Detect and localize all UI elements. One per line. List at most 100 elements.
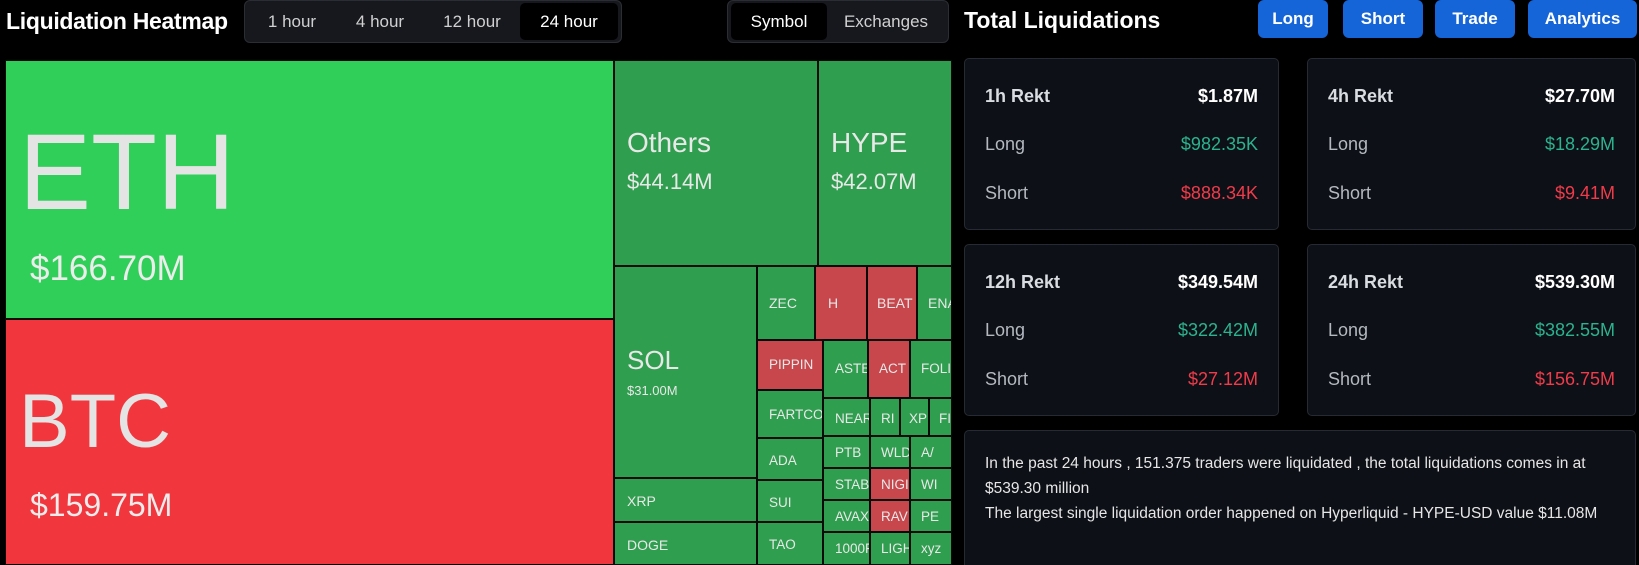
short-value: $156.75M	[1534, 369, 1615, 389]
tile-doge[interactable]: DOGE	[614, 522, 757, 565]
tab-symbol[interactable]: Symbol	[731, 3, 827, 40]
tile-sol-symbol: SOL	[627, 345, 680, 375]
card-total: $1.87M	[1197, 86, 1258, 106]
tile-sol[interactable]: SOL $31.00M	[614, 266, 757, 478]
long-label: Long	[985, 134, 1026, 154]
tile-sol-value: $31.00M	[627, 383, 678, 398]
tile-ligh[interactable]: LIGH	[870, 532, 910, 565]
tile-rave-symbol: RAVI	[881, 509, 910, 524]
tile-aa-symbol: A/	[921, 445, 934, 460]
tile-others[interactable]: Others $44.14M	[614, 60, 818, 266]
tile-ada[interactable]: ADA	[757, 438, 823, 480]
tile-xp[interactable]: XP	[900, 398, 929, 436]
trade-button[interactable]: Trade	[1435, 0, 1515, 38]
tile-h[interactable]: H	[815, 266, 867, 340]
tile-eth[interactable]: ETH $166.70M	[5, 60, 614, 319]
tile-tao[interactable]: TAO	[757, 522, 823, 565]
tile-h-symbol: H	[828, 295, 839, 311]
tile-ptb[interactable]: PTB	[823, 436, 870, 468]
short-button[interactable]: Short	[1343, 0, 1423, 38]
short-label: Short	[1328, 369, 1372, 389]
tile-wld[interactable]: WLD	[870, 436, 910, 468]
card-24h-rekt: 24h Rekt $539.30M Long $382.55M Short $1…	[1307, 244, 1636, 416]
tile-ena[interactable]: ENA	[917, 266, 952, 340]
long-value: $982.35K	[1180, 134, 1258, 154]
tile-near[interactable]: NEAR	[823, 398, 870, 436]
tile-pe[interactable]: PE	[910, 500, 952, 532]
tile-foli-symbol: FOLI	[921, 361, 952, 376]
tile-nigh[interactable]: NIGI	[870, 468, 910, 500]
tile-fartco[interactable]: FARTCO	[757, 390, 823, 438]
tile-aa[interactable]: A/	[910, 436, 952, 468]
tile-stab[interactable]: STAB	[823, 468, 870, 500]
card-12h-rekt: 12h Rekt $349.54M Long $322.42M Short $2…	[964, 244, 1279, 416]
long-button[interactable]: Long	[1258, 0, 1328, 38]
summary-card: In the past 24 hours , 151.375 traders w…	[964, 430, 1636, 565]
card-total: $27.70M	[1544, 86, 1615, 106]
long-label: Long	[1328, 320, 1369, 340]
tile-hype-value: $42.07M	[831, 169, 917, 194]
tile-doge-symbol: DOGE	[627, 537, 669, 553]
summary-text: In the past 24 hours , 151.375 traders w…	[985, 451, 1615, 526]
card-4h-rekt: 4h Rekt $27.70M Long $18.29M Short $9.41…	[1307, 58, 1636, 230]
total-liquidations-panel: Total Liquidations Long Short Trade Anal…	[952, 0, 1639, 565]
tile-btc[interactable]: BTC $159.75M	[5, 319, 614, 565]
tile-1000f-symbol: 1000F	[835, 541, 870, 556]
tab-12-hour[interactable]: 12 hour	[443, 11, 501, 31]
tile-fi-symbol: FI	[939, 411, 951, 426]
tile-beat[interactable]: BEAT	[867, 266, 917, 340]
tile-others-value: $44.14M	[627, 169, 713, 194]
long-value: $18.29M	[1544, 134, 1615, 154]
tile-btc-symbol: BTC	[19, 379, 171, 464]
short-value: $9.41M	[1554, 183, 1615, 203]
tab-1-hour[interactable]: 1 hour	[267, 11, 317, 31]
short-label: Short	[1328, 183, 1372, 203]
tile-xyz-symbol: xyz	[921, 541, 942, 556]
tile-act-symbol: ACT	[879, 361, 906, 376]
tile-sui-symbol: SUI	[769, 495, 792, 510]
tile-aster[interactable]: ASTE	[823, 340, 868, 398]
tile-others-symbol: Others	[627, 127, 712, 158]
tile-fartco-symbol: FARTCO	[769, 407, 823, 422]
tile-ena-symbol: ENA	[928, 295, 951, 311]
tile-fi[interactable]: FI	[929, 398, 952, 436]
short-value: $888.34K	[1180, 183, 1258, 203]
card-heading: 12h Rekt	[985, 272, 1061, 292]
short-label: Short	[985, 369, 1029, 389]
tile-pippin[interactable]: PIPPIN	[757, 340, 823, 390]
tile-ada-symbol: ADA	[769, 453, 797, 468]
card-heading: 1h Rekt	[985, 86, 1051, 106]
tile-hype-symbol: HYPE	[831, 127, 908, 158]
tile-eth-symbol: ETH	[19, 111, 235, 232]
tile-avax[interactable]: AVAX	[823, 500, 870, 532]
tile-act[interactable]: ACT	[868, 340, 910, 398]
analytics-button[interactable]: Analytics	[1528, 0, 1637, 38]
card-1h-rekt: 1h Rekt $1.87M Long $982.35K Short $888.…	[964, 58, 1279, 230]
tile-foli[interactable]: FOLI	[910, 340, 952, 398]
tile-hype[interactable]: HYPE $42.07M	[818, 60, 952, 266]
tile-sui[interactable]: SUI	[757, 480, 823, 522]
tile-xyz[interactable]: xyz	[910, 532, 952, 565]
card-heading: 24h Rekt	[1328, 272, 1404, 292]
tile-avax-symbol: AVAX	[835, 509, 870, 524]
card-total: $349.54M	[1177, 272, 1258, 292]
tile-near-symbol: NEAR	[835, 411, 870, 426]
tile-wi[interactable]: WI	[910, 468, 952, 500]
total-liquidations-title: Total Liquidations	[964, 7, 1161, 33]
tile-tao-symbol: TAO	[769, 537, 796, 552]
tab-24-hour[interactable]: 24 hour	[520, 3, 618, 40]
tile-eth-value: $166.70M	[30, 249, 186, 288]
tile-rave[interactable]: RAVI	[870, 500, 910, 532]
tab-exchanges[interactable]: Exchanges	[843, 11, 929, 31]
tile-zec[interactable]: ZEC	[757, 266, 815, 340]
tile-ptb-symbol: PTB	[835, 445, 862, 460]
tile-stab-symbol: STAB	[835, 477, 870, 492]
tile-ri[interactable]: RI	[870, 398, 900, 436]
tab-4-hour[interactable]: 4 hour	[355, 11, 405, 31]
tile-xrp[interactable]: XRP	[614, 478, 757, 522]
heatmap-title: Liquidation Heatmap	[6, 8, 228, 34]
short-label: Short	[985, 183, 1029, 203]
long-label: Long	[1328, 134, 1369, 154]
tile-zec-symbol: ZEC	[769, 295, 797, 311]
tile-1000f[interactable]: 1000F	[823, 532, 870, 565]
